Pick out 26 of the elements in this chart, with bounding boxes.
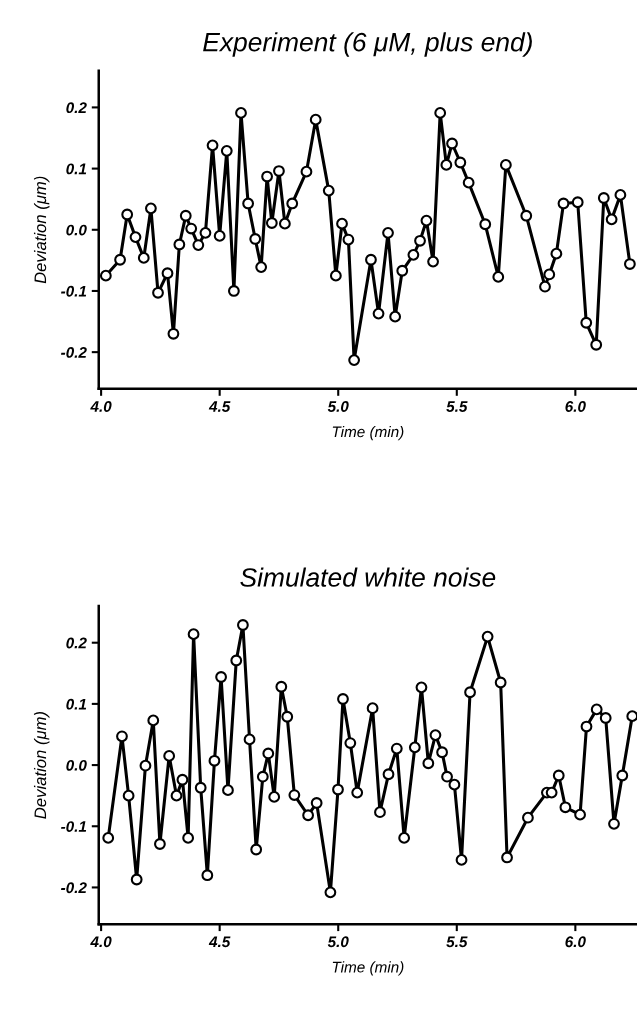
y-axis-title: Deviation (μm) [33,711,50,819]
x-tick-label: 5.5 [446,401,468,412]
y-tick-label: 0.2 [66,637,87,649]
x-tick-label: 6.0 [565,401,586,412]
chart-title: Experiment (6 μM, plus end) [203,32,532,57]
y-tick-label: 0.1 [66,698,87,710]
y-tick-label: 0.0 [66,759,87,771]
y-tick-label: -0.1 [61,285,87,297]
x-tick-label: 6.0 [565,936,586,948]
y-tick-label: -0.2 [61,882,87,894]
x-axis-title: Time (min) [332,961,404,976]
y-tick-label: -0.2 [61,347,87,358]
x-tick-label: 4.0 [90,936,112,948]
chart-title: Simulated white noise [240,567,496,587]
y-tick-label: 0.1 [66,163,87,175]
x-axis-title: Time (min) [332,426,404,441]
x-tick-label: 5.5 [446,936,468,948]
x-tick-label: 5.0 [327,401,349,412]
y-tick-label: 0.2 [66,102,87,114]
y-axis-title: Deviation (μm) [33,176,50,284]
x-tick-label: 4.5 [208,936,231,948]
x-tick-label: 4.0 [90,401,112,412]
y-tick-label: -0.1 [61,821,87,832]
y-tick-label: 0.0 [66,224,87,236]
x-tick-label: 4.5 [208,401,231,412]
x-tick-label: 5.0 [327,936,349,948]
